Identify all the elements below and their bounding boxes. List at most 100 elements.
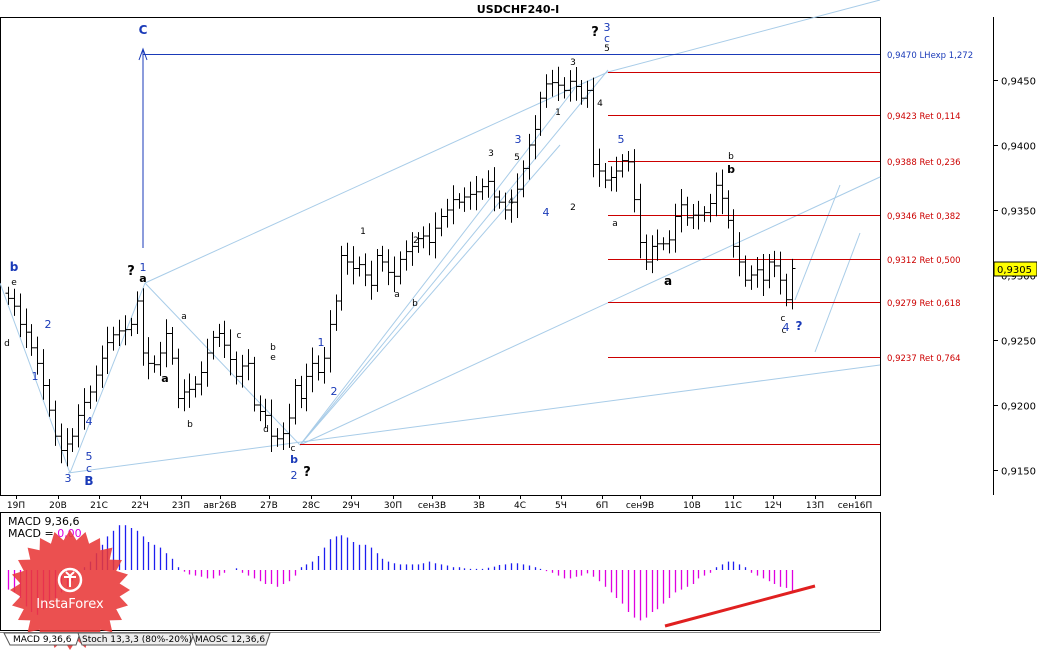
wave-label: c: [604, 32, 610, 45]
wave-label: c: [291, 444, 296, 454]
price-axis: 0,9150 0,9200 0,9250 0,9300 0,9350 0,9400 0,94…: [993, 77, 1037, 478]
wave-label: d: [263, 425, 269, 435]
projection-arrow-head: [138, 47, 148, 61]
wave-label: e: [11, 278, 17, 288]
x-tick-label: сен9В: [626, 501, 654, 511]
wave-label: 1: [555, 108, 561, 118]
wave-label: 2: [331, 385, 338, 398]
wave-label: a: [664, 274, 672, 288]
x-tick-label: 21С: [90, 501, 108, 511]
wave-label: b: [187, 420, 193, 430]
channel-line: [299, 144, 561, 446]
wave-label: c: [782, 326, 787, 336]
x-tick-label: 12Ч: [764, 501, 782, 511]
x-tick-label: сен3В: [418, 501, 446, 511]
macd-plot-frame: [0, 512, 881, 631]
x-tick-label: сен16П: [838, 501, 873, 511]
wave-label: b: [728, 152, 734, 162]
wave-label: B: [84, 474, 93, 488]
wave-label: 5: [604, 44, 610, 54]
wave-label: ?: [127, 264, 135, 279]
x-tick-label: 23П: [172, 501, 190, 511]
wave-label: 3: [488, 149, 494, 159]
channel-line: [144, 282, 301, 446]
y-tick-label: 0,9300: [1001, 272, 1036, 283]
wave-label: 2: [45, 318, 52, 331]
wave-label: 1: [32, 370, 39, 383]
y-tick-label: 0,9350: [1001, 207, 1036, 218]
tab-stoch-label: Stoch 13,3,3 (80%-20%): [82, 635, 192, 645]
wave-label: 5: [514, 153, 520, 163]
channel-line: [794, 184, 841, 301]
wave-label: b: [412, 299, 418, 309]
macd-label: MACD 9,36,6: [8, 515, 79, 528]
wave-label: c: [237, 331, 242, 341]
wave-label: b: [10, 260, 19, 274]
x-tick-label: 4С: [514, 501, 526, 511]
fibo-label: 0,9423 Ret 0,114: [887, 112, 961, 122]
wave-label: 3: [570, 58, 576, 68]
wave-label: a: [181, 312, 187, 322]
channel-line: [67, 364, 881, 474]
x-tick-label: 3В: [473, 501, 485, 511]
fibo-label: 0,9237 Ret 0,764: [887, 354, 961, 364]
wave-label: b: [727, 163, 735, 176]
instaforex-logo: InstaForex: [10, 530, 130, 650]
wave-label: 4: [783, 321, 790, 334]
tab-maosc[interactable]: MAOSC 12,36,6: [191, 632, 271, 646]
macd-histogram: [7, 525, 816, 628]
x-tick-label: 29Ч: [342, 501, 360, 511]
channel-line: [607, 0, 881, 73]
tab-macd-label: MACD 9,36,6: [13, 635, 72, 645]
wave-label: 3: [65, 472, 72, 485]
x-tick-label: 28С: [302, 501, 320, 511]
wave-label: 4: [597, 99, 603, 109]
y-tick-label: 0,9400: [1001, 142, 1036, 153]
wave-label: C: [139, 23, 148, 37]
wave-label: 2: [570, 203, 576, 213]
time-axis: 19П 20В 21С 22Ч 23П авг26В 27В 28С 29Ч 30П сен3В 3В…: [7, 495, 872, 511]
wave-label: d: [4, 339, 10, 349]
wave-label: 1: [140, 261, 147, 274]
x-tick-label: 13П: [806, 501, 824, 511]
x-tick-label: 6П: [596, 501, 609, 511]
x-tick-label: 5Ч: [555, 501, 567, 511]
wave-label: 4: [508, 197, 514, 207]
watermark-text: InstaForex: [36, 597, 104, 612]
wave-label: c: [781, 314, 786, 324]
y-tick-label: 0,9200: [1001, 402, 1036, 413]
y-tick-label: 0,9150: [1001, 467, 1036, 478]
current-price-box: [993, 261, 1037, 277]
wave-label: ?: [303, 465, 311, 480]
price-plot-frame: [0, 17, 881, 496]
wave-label: a: [161, 372, 168, 385]
channel-line: [814, 232, 861, 353]
x-tick-label: 20В: [49, 501, 67, 511]
chart-title: USDCHF240-I: [477, 3, 559, 16]
wave-label: a: [394, 290, 400, 300]
y-tick-label: 0,9250: [1001, 337, 1036, 348]
fibo-label: 0,9388 Ret 0,236: [887, 158, 961, 168]
fibo-label: 0,9346 Ret 0,382: [887, 212, 961, 222]
wave-label: 2: [291, 469, 298, 482]
tab-macd[interactable]: MACD 9,36,6: [3, 632, 81, 646]
price-bars: [5, 66, 796, 467]
wave-label: 1: [360, 227, 366, 237]
channel-line: [299, 176, 881, 446]
fibo-label: 0,9312 Ret 0,500: [887, 256, 961, 266]
x-tick-label: 30П: [384, 501, 402, 511]
channel-line: [69, 282, 146, 474]
channel-line: [0, 282, 71, 474]
wave-label: a: [139, 272, 146, 285]
tab-stoch[interactable]: Stoch 13,3,3 (80%-20%): [77, 632, 195, 646]
channel-line: [144, 71, 609, 284]
x-tick-label: 27В: [260, 501, 278, 511]
channel-line: [299, 69, 609, 446]
fibo-label: 0,9279 Ret 0,618: [887, 299, 961, 309]
y-tick-label: 0,9450: [1001, 77, 1036, 88]
x-tick-label: 10В: [683, 501, 701, 511]
wave-label: 5: [618, 133, 625, 146]
